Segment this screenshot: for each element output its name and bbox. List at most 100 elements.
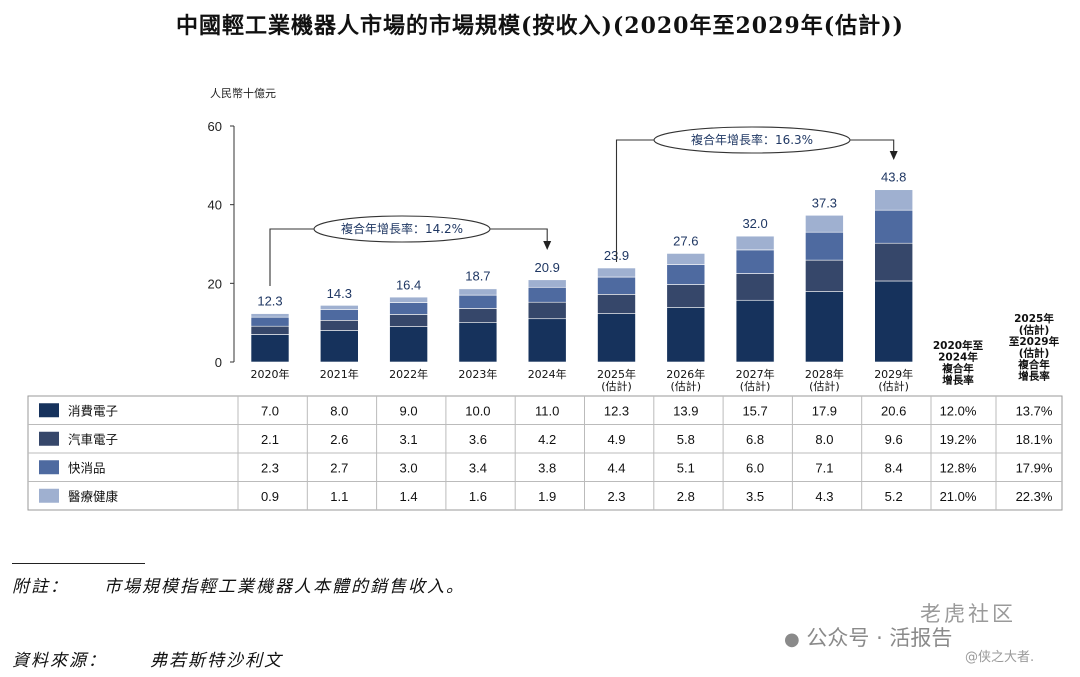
y-tick-label: 20 [208, 276, 222, 291]
x-tick-label: (估計) [878, 379, 909, 393]
table-cell: 2.7 [330, 460, 348, 475]
x-tick-label: 2024年 [528, 367, 567, 381]
bar-segment-3 [874, 209, 914, 244]
y-tick-label: 0 [215, 355, 222, 370]
table-cell: 5.1 [677, 460, 695, 475]
legend-swatch [39, 403, 59, 418]
x-tick-label: 2021年 [320, 367, 359, 381]
bar-segment-1 [319, 330, 359, 363]
bar-total-label: 37.3 [812, 195, 837, 210]
table-cagr-cell: 21.0% [940, 489, 977, 504]
table-cell: 1.4 [400, 489, 418, 504]
cagr-oval [313, 215, 491, 243]
bar-segment-2 [250, 325, 290, 335]
legend-swatch [39, 488, 59, 503]
table-cell: 2.8 [677, 489, 695, 504]
table-cell: 5.2 [885, 489, 903, 504]
x-tick-label: (估計) [601, 379, 632, 393]
x-tick-label: 2029年 [874, 367, 913, 381]
bar-segment-1 [666, 307, 706, 363]
table-cell: 7.1 [815, 460, 833, 475]
source-note: 資料來源： 弗若斯特沙利文 [12, 646, 283, 671]
cagr-column-header: 2025年 [1014, 312, 1054, 325]
bar-segment-3 [805, 231, 844, 261]
footnote: 附註： 市場規模指輕工業機器人本體的銷售收入。 [12, 572, 465, 597]
table-row-label: 汽車電子 [68, 432, 118, 447]
bar-segment-2 [666, 284, 706, 308]
table-cell: 2.3 [261, 460, 279, 475]
table-row-label: 消費電子 [68, 403, 118, 418]
x-tick-label: 2023年 [458, 367, 497, 381]
bar-segment-4 [597, 267, 636, 278]
table-cell: 3.0 [400, 460, 418, 475]
table-cell: 11.0 [535, 403, 559, 418]
bar-segment-4 [735, 235, 775, 251]
source-label: 資料來源： [12, 651, 107, 671]
bar-total-label: 12.3 [257, 294, 282, 309]
x-tick-label: (估計) [740, 379, 771, 393]
cagr-label: 複合年增長率：16.3% [691, 132, 813, 147]
table-cell: 3.4 [469, 460, 487, 475]
table-cell: 17.9 [812, 403, 837, 418]
bar-segment-4 [666, 253, 706, 265]
table-cell: 2.6 [330, 432, 348, 447]
cagr-column-header: 至2029年 [1009, 335, 1060, 348]
table-cell: 8.0 [330, 403, 348, 418]
table-cell: 1.6 [469, 489, 487, 504]
bar-segment-2 [319, 320, 359, 331]
bar-segment-1 [389, 326, 428, 363]
bar-total-label: 20.9 [535, 260, 560, 275]
chart-title: 中國輕工業機器人市場的市場規模(按收入)(2020年至2029年(估計)) [176, 13, 904, 39]
table-cell: 9.0 [400, 403, 418, 418]
wechat-icon: ● [784, 629, 800, 650]
bar-segment-4 [805, 214, 844, 233]
table-cell: 8.4 [885, 460, 903, 475]
bar-segment-2 [735, 273, 775, 301]
cagr-column-header: 增長率 [942, 374, 974, 387]
table-cagr-cell: 19.2% [940, 432, 977, 447]
y-axis-unit-label: 人民幣十億元 [210, 86, 276, 100]
x-tick-label: 2028年 [805, 367, 844, 381]
bar-segment-3 [597, 276, 636, 295]
bar-segment-1 [735, 299, 775, 363]
cagr-column-header: 複合年 [1017, 358, 1050, 371]
cagr-oval [653, 126, 851, 154]
bar-segment-1 [458, 322, 498, 363]
cagr-column-header: 2020年至 [933, 339, 984, 352]
table-cagr-cell: 17.9% [1016, 460, 1053, 475]
y-tick-label: 40 [208, 198, 222, 213]
bar-segment-1 [250, 334, 290, 363]
table-cell: 3.8 [538, 460, 556, 475]
table-cell: 5.8 [677, 432, 695, 447]
bar-segment-2 [527, 301, 567, 320]
watermark-line1: 老虎社区 [920, 602, 1016, 626]
source-text: 弗若斯特沙利文 [150, 651, 283, 671]
bar-segment-4 [250, 313, 290, 318]
cagr-label: 複合年增長率：14.2% [341, 221, 463, 236]
table-cell: 6.8 [746, 432, 764, 447]
table-cell: 20.6 [881, 403, 906, 418]
bar-total-label: 16.4 [396, 277, 421, 292]
footnote-label: 附註： [12, 577, 69, 597]
table-cell: 2.1 [261, 432, 279, 447]
bar-total-label: 18.7 [465, 268, 490, 283]
bar-segment-2 [389, 314, 428, 327]
cagr-column-header: 複合年 [941, 362, 974, 375]
table-cell: 9.6 [885, 432, 903, 447]
bar-segment-1 [597, 313, 636, 363]
table-cagr-cell: 12.0% [940, 403, 977, 418]
legend-swatch [39, 460, 59, 475]
cagr-column-header: 增長率 [1018, 370, 1050, 383]
x-tick-label: 2026年 [666, 367, 705, 381]
bar-segment-3 [666, 264, 706, 285]
table-cagr-cell: 22.3% [1016, 489, 1053, 504]
bar-total-label: 27.6 [673, 233, 698, 248]
watermark-line2: ● 公众号 · 活报告 [784, 622, 952, 652]
table-cagr-cell: 12.8% [940, 460, 977, 475]
table-cell: 15.7 [742, 403, 767, 418]
stacked-bar-chart: 人民幣十億元 0 20 40 60 12.3 2020年 14.3 2021年 16.4 2022年… [27, 86, 1063, 511]
table-cell: 4.9 [607, 432, 625, 447]
y-tick-label: 60 [208, 119, 222, 134]
bar-segment-4 [527, 279, 567, 288]
table-cell: 6.0 [746, 460, 764, 475]
